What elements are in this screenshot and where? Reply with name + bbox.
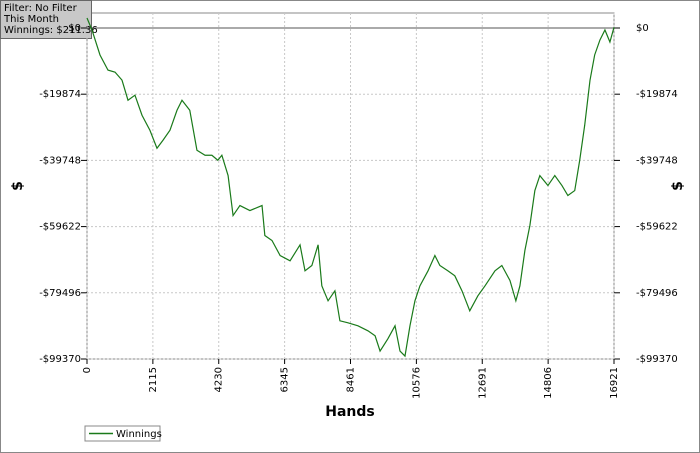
x-tick-label: 14806 bbox=[543, 367, 554, 399]
y-tick-label: -$19874 bbox=[39, 89, 81, 100]
legend bbox=[84, 425, 161, 442]
y2-tick-label: -$99370 bbox=[636, 354, 678, 365]
info-box bbox=[0, 0, 92, 39]
y2-tick-label: -$59622 bbox=[636, 222, 678, 233]
y-axis-label: $ bbox=[10, 181, 26, 191]
y-tick-label: -$99370 bbox=[39, 354, 81, 365]
info-period: This Month bbox=[3, 14, 59, 25]
x-tick-label: 0 bbox=[82, 367, 93, 373]
x-axis-label: Hands bbox=[325, 404, 375, 420]
line-series bbox=[86, 17, 615, 358]
y-tick-label: -$79496 bbox=[39, 288, 81, 299]
y2-axis-label: $ bbox=[670, 181, 686, 191]
info-winnings: Winnings: $211.36 bbox=[4, 25, 98, 36]
legend-label: Winnings bbox=[116, 429, 162, 440]
y2-tick-label: -$79496 bbox=[636, 288, 678, 299]
info-filter: Filter: No Filter bbox=[4, 3, 78, 14]
x-tick-label: 6345 bbox=[280, 367, 291, 392]
y-tick-label: $0 bbox=[68, 23, 81, 34]
y-tick-label: -$39748 bbox=[39, 155, 81, 166]
x-tick-label: 16921 bbox=[609, 367, 620, 399]
y2-tick-label: -$19874 bbox=[636, 89, 678, 100]
y2-tick-label: $0 bbox=[636, 23, 649, 34]
y2-tick-label: -$39748 bbox=[636, 155, 678, 166]
x-tick-label: 2115 bbox=[148, 367, 159, 392]
x-tick-label: 12691 bbox=[477, 367, 488, 399]
x-tick-label: 10576 bbox=[411, 367, 422, 399]
y-tick-label: -$59622 bbox=[39, 222, 81, 233]
x-tick-label: 8461 bbox=[346, 367, 357, 392]
x-tick-label: 4230 bbox=[214, 367, 225, 392]
